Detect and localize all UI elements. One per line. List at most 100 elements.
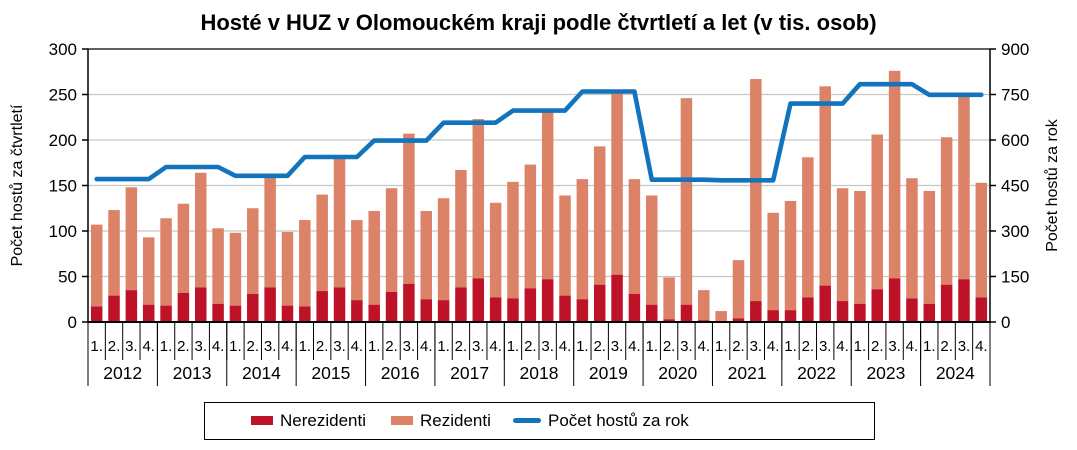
bar-rezidenti-2022-q1	[784, 200, 797, 311]
bar-rezidenti-2017-q4	[489, 202, 502, 298]
bar-nerezidenti-2012-q2	[108, 295, 120, 322]
bar-rezidenti-2021-q2	[732, 260, 745, 319]
bar-nerezidenti-2023-q2	[871, 289, 883, 322]
bar-rezidenti-2018-q1	[507, 181, 519, 299]
legend-label-rezidenti: Rezidenti	[420, 410, 491, 430]
bar-rezidenti-2013-q2	[177, 203, 190, 293]
legend-item-pocet-hostu-za-rok: Počet hostů za rok	[513, 403, 689, 438]
quarter-label: 4.	[767, 338, 780, 355]
bar-nerezidenti-2014-q1	[229, 305, 242, 322]
bar-rezidenti-2014-q4	[281, 231, 294, 306]
bar-nerezidenti-2018-q3	[541, 279, 554, 322]
quarter-label: 2.	[385, 338, 398, 355]
year-label: 2021	[728, 363, 767, 383]
bar-nerezidenti-2012-q3	[125, 290, 138, 322]
bar-rezidenti-2020-q2	[663, 277, 675, 320]
bar-nerezidenti-2023-q4	[906, 298, 918, 322]
bar-nerezidenti-2024-q1	[923, 303, 936, 322]
quarter-label: 1.	[923, 338, 936, 355]
bar-nerezidenti-2014-q4	[281, 305, 294, 322]
bar-nerezidenti-2015-q2	[316, 291, 328, 322]
quarter-label: 3.	[611, 338, 624, 355]
quarter-label: 4.	[836, 338, 849, 355]
quarter-label: 1.	[854, 338, 867, 355]
quarter-label: 3.	[472, 338, 485, 355]
quarter-label: 4.	[906, 338, 919, 355]
bar-rezidenti-2024-q2	[940, 137, 953, 285]
quarter-label: 3.	[403, 338, 416, 355]
quarter-label: 4.	[698, 338, 711, 355]
bar-nerezidenti-2019-q3	[611, 274, 623, 322]
bar-rezidenti-2022-q2	[802, 157, 814, 298]
quarter-label: 2.	[108, 338, 121, 355]
bar-rezidenti-2014-q2	[247, 208, 259, 294]
bar-rezidenti-2015-q1	[299, 220, 311, 307]
quarter-label: 2.	[593, 338, 606, 355]
quarter-label: 3.	[541, 338, 554, 355]
year-label: 2013	[173, 363, 212, 383]
bar-nerezidenti-2021-q3	[750, 301, 762, 322]
right-axis-tick-label: 150	[1001, 268, 1029, 287]
bar-rezidenti-2015-q3	[333, 158, 346, 288]
bar-nerezidenti-2023-q1	[854, 303, 866, 322]
bar-nerezidenti-2019-q4	[628, 293, 641, 322]
bar-rezidenti-2021-q1	[715, 311, 727, 322]
left-axis-tick-label: 250	[49, 86, 77, 105]
quarter-label: 4.	[281, 338, 294, 355]
bar-nerezidenti-2016-q4	[420, 299, 432, 322]
quarter-label: 2.	[524, 338, 537, 355]
quarter-label: 3.	[819, 338, 832, 355]
bar-rezidenti-2012-q3	[125, 187, 138, 291]
quarter-label: 3.	[680, 338, 693, 355]
quarter-label: 3.	[333, 338, 346, 355]
right-axis-tick-label: 450	[1001, 177, 1029, 196]
bar-rezidenti-2013-q1	[160, 218, 172, 306]
bar-rezidenti-2016-q1	[368, 210, 380, 305]
bar-rezidenti-2015-q2	[316, 194, 328, 292]
quarter-label: 1.	[299, 338, 312, 355]
quarter-label: 1.	[437, 338, 450, 355]
bar-rezidenti-2024-q1	[923, 190, 936, 304]
bar-rezidenti-2023-q2	[871, 134, 883, 290]
legend-item-nerezidenti: Nerezidenti	[251, 403, 366, 438]
quarter-label: 1.	[507, 338, 520, 355]
quarter-label: 1.	[229, 338, 242, 355]
bar-rezidenti-2012-q2	[108, 210, 120, 296]
bar-rezidenti-2023-q1	[854, 190, 866, 304]
bar-rezidenti-2024-q3	[958, 95, 970, 280]
bar-rezidenti-2020-q4	[698, 290, 710, 321]
bar-nerezidenti-2022-q3	[819, 285, 831, 322]
quarter-label: 1.	[160, 338, 173, 355]
bar-nerezidenti-2019-q2	[593, 284, 606, 322]
quarter-label: 4.	[142, 338, 155, 355]
quarter-label: 2.	[663, 338, 676, 355]
bar-rezidenti-2017-q3	[472, 119, 485, 279]
bar-rezidenti-2020-q1	[646, 195, 658, 305]
quarter-label: 1.	[368, 338, 381, 355]
bar-nerezidenti-2012-q4	[142, 304, 155, 322]
bar-nerezidenti-2022-q4	[836, 301, 849, 322]
bar-rezidenti-2021-q4	[767, 212, 779, 311]
right-axis-tick-label: 750	[1001, 86, 1029, 105]
bar-rezidenti-2020-q3	[680, 98, 693, 305]
bar-nerezidenti-2015-q1	[299, 306, 311, 322]
legend-label-nerezidenti: Nerezidenti	[280, 410, 366, 430]
nerezidenti-swatch-icon	[251, 416, 273, 425]
bar-nerezidenti-2021-q2	[732, 318, 745, 322]
bar-rezidenti-2014-q3	[264, 176, 276, 288]
quarter-label: 1.	[576, 338, 589, 355]
bar-nerezidenti-2016-q3	[403, 283, 415, 322]
quarter-label: 4.	[975, 338, 988, 355]
year-label: 2015	[311, 363, 350, 383]
bar-rezidenti-2016-q2	[385, 188, 398, 292]
quarter-label: 2.	[802, 338, 815, 355]
legend-item-rezidenti: Rezidenti	[391, 403, 491, 438]
year-label: 2012	[103, 363, 142, 383]
bar-nerezidenti-2024-q2	[940, 284, 953, 322]
left-axis-tick-label: 50	[58, 268, 77, 287]
bar-nerezidenti-2022-q2	[802, 297, 814, 322]
bar-rezidenti-2016-q3	[403, 133, 415, 284]
bar-nerezidenti-2021-q4	[767, 310, 779, 322]
quarter-label: 4.	[628, 338, 641, 355]
